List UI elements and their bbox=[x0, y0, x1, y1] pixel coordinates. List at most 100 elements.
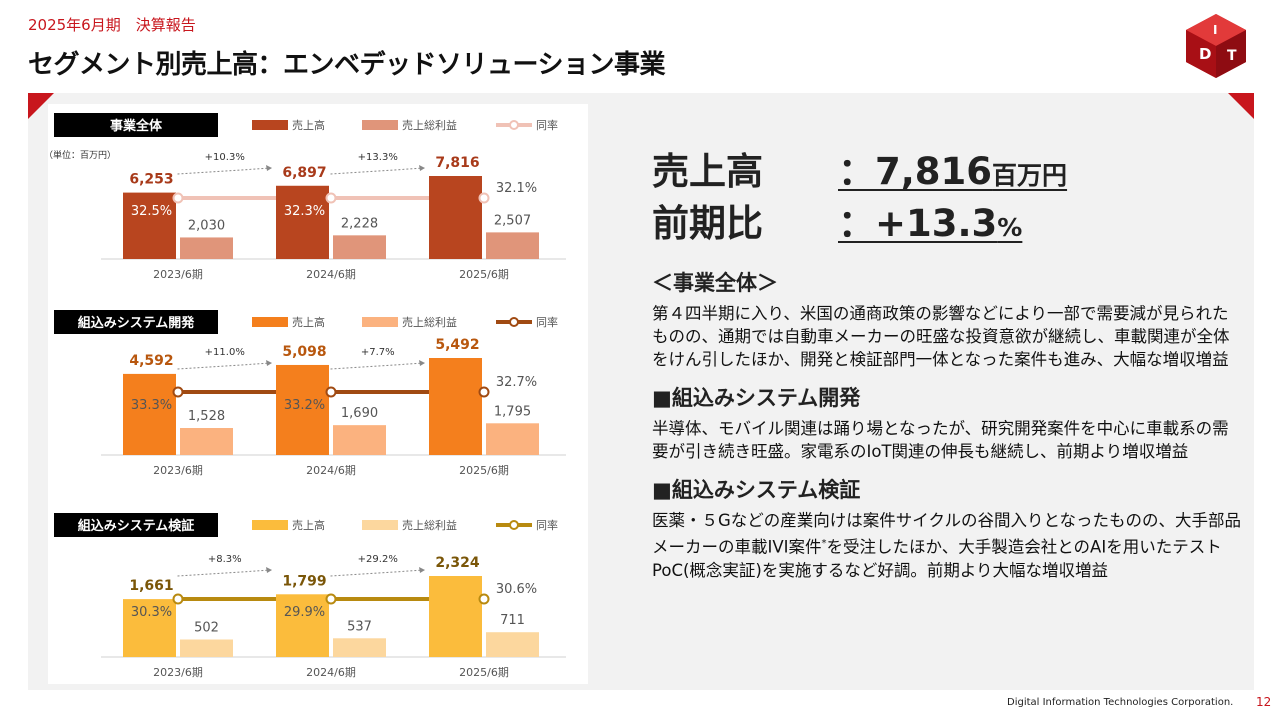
bar-gross-profit bbox=[180, 428, 233, 455]
legend-gross-swatch bbox=[362, 120, 398, 130]
bar-gross-profit bbox=[333, 235, 386, 259]
growth-rate-label: +13.3% bbox=[358, 152, 398, 163]
legend-gross-label: 売上総利益 bbox=[402, 315, 457, 329]
gross-data-label: 1,528 bbox=[188, 409, 225, 424]
section-overall-heading: ＜事業全体＞ bbox=[652, 271, 778, 295]
sales-data-label: 4,592 bbox=[129, 353, 173, 369]
bar-sales bbox=[276, 594, 329, 657]
section-embedded-verify-body-post: を受注したほか、大手製造会社とのAIを用いたテストPoC(概念実証)を実施するな… bbox=[652, 537, 1222, 580]
growth-arrow bbox=[177, 569, 273, 577]
rate-marker bbox=[172, 386, 184, 398]
x-tick-label: 2024/6期 bbox=[306, 268, 356, 281]
sales-data-label: 1,661 bbox=[129, 578, 173, 594]
panel-corner-accent-right bbox=[1228, 93, 1254, 119]
legend-sales-label: 売上高 bbox=[292, 518, 325, 532]
footnote-marker: * bbox=[821, 538, 827, 549]
rate-marker bbox=[325, 192, 337, 204]
yoy-metric: 前期比 ：+13.3% bbox=[652, 200, 1242, 252]
bar-sales bbox=[276, 185, 329, 259]
rate-data-label: 33.3% bbox=[131, 398, 172, 413]
chart-title-box bbox=[54, 113, 218, 137]
sales-metric-label: 売上高 bbox=[652, 150, 763, 193]
bar-gross-profit bbox=[333, 638, 386, 657]
bar-sales bbox=[429, 576, 482, 657]
growth-arrow bbox=[330, 362, 426, 370]
yoy-metric-sep: ： bbox=[838, 202, 875, 245]
growth-arrow-head bbox=[266, 360, 272, 366]
section-embedded-verify: ■組込みシステム検証 医薬・５Gなどの産業向けは案件サイクルの谷間入りとなったも… bbox=[652, 473, 1242, 582]
gross-data-label: 2,507 bbox=[494, 213, 531, 228]
rate-marker bbox=[478, 192, 490, 204]
bar-sales bbox=[123, 373, 176, 455]
x-tick-label: 2025/6期 bbox=[459, 268, 509, 281]
chart-title: 組込みシステム開発 bbox=[78, 315, 196, 331]
bar-sales bbox=[429, 176, 482, 259]
legend-gross-label: 売上総利益 bbox=[402, 118, 457, 132]
chart-title: 組込みシステム検証 bbox=[78, 518, 195, 534]
page-number: 12 bbox=[1256, 695, 1272, 709]
sales-metric-sep: ： bbox=[838, 150, 875, 193]
legend-sales-swatch bbox=[252, 520, 288, 530]
section-embedded-dev-body: 半導体、モバイル関連は踊り場となったが、研究開発案件を中心に車載系の需要が引き続… bbox=[652, 419, 1229, 461]
bar-gross-profit bbox=[333, 425, 386, 455]
legend-rate-label: 同率 bbox=[536, 118, 558, 132]
growth-rate-label: +7.7% bbox=[361, 347, 395, 358]
x-tick-label: 2023/6期 bbox=[153, 464, 203, 477]
rate-data-label: 32.5% bbox=[131, 204, 172, 219]
rate-data-label: 32.3% bbox=[284, 204, 325, 219]
report-subtitle: 2025年6月期 決算報告 bbox=[28, 16, 196, 34]
rate-marker bbox=[325, 386, 337, 398]
footer-company: Digital Information Technologies Corpora… bbox=[1007, 697, 1234, 708]
bar-gross-profit bbox=[486, 423, 539, 455]
rate-data-label: 29.9% bbox=[284, 605, 325, 620]
bar-sales bbox=[123, 599, 176, 657]
growth-arrow-head bbox=[419, 165, 425, 171]
x-tick-label: 2024/6期 bbox=[306, 666, 356, 679]
section-embedded-dev: ■組込みシステム開発 半導体、モバイル関連は踊り場となったが、研究開発案件を中心… bbox=[652, 381, 1242, 463]
growth-rate-label: +8.3% bbox=[208, 554, 242, 565]
sales-data-label: 7,816 bbox=[435, 155, 479, 171]
unit-note: （単位：百万円） bbox=[44, 149, 116, 161]
chart-title-box bbox=[54, 513, 218, 537]
legend-sales-swatch bbox=[252, 120, 288, 130]
legend-rate-label: 同率 bbox=[536, 518, 558, 532]
chart-title-box bbox=[54, 310, 218, 334]
rate-marker bbox=[478, 593, 490, 605]
x-tick-label: 2023/6期 bbox=[153, 666, 203, 679]
segment-charts: 事業全体 売上高 売上総利益 同率（単位：百万円）6,2532,03032.5%202… bbox=[44, 113, 566, 679]
svg-text:D: D bbox=[1199, 45, 1211, 63]
rate-data-label: 30.3% bbox=[131, 605, 172, 620]
legend-gross-label: 売上総利益 bbox=[402, 518, 457, 532]
section-embedded-verify-body: 医薬・５Gなどの産業向けは案件サイクルの谷間入りとなったものの、大手部品メーカー… bbox=[652, 509, 1242, 582]
legend-rate-marker bbox=[509, 120, 519, 130]
sales-data-label: 6,253 bbox=[129, 172, 173, 188]
sales-metric: 売上高 ：7,816百万円 bbox=[652, 148, 1242, 200]
rate-marker bbox=[172, 192, 184, 204]
company-logo: D I T bbox=[1186, 14, 1246, 78]
growth-rate-label: +10.3% bbox=[205, 152, 245, 163]
growth-arrow-head bbox=[266, 567, 272, 573]
yoy-metric-unit: % bbox=[997, 213, 1023, 242]
bar-sales bbox=[123, 192, 176, 259]
sales-data-label: 5,098 bbox=[282, 344, 326, 360]
growth-arrow bbox=[177, 167, 273, 175]
x-tick-label: 2024/6期 bbox=[306, 464, 356, 477]
legend-rate-label: 同率 bbox=[536, 315, 558, 329]
bar-gross-profit bbox=[486, 632, 539, 657]
yoy-metric-label: 前期比 bbox=[652, 202, 763, 245]
x-tick-label: 2025/6期 bbox=[459, 464, 509, 477]
sales-metric-value: 7,816 bbox=[875, 150, 993, 193]
growth-rate-label: +29.2% bbox=[358, 554, 398, 565]
section-overall: ＜事業全体＞ 第４四半期に入り、米国の通商政策の影響などにより一部で需要減が見ら… bbox=[652, 266, 1242, 371]
gross-data-label: 1,690 bbox=[341, 406, 378, 421]
bar-gross-profit bbox=[180, 639, 233, 657]
legend-gross-swatch bbox=[362, 520, 398, 530]
sales-metric-unit: 百万円 bbox=[992, 161, 1068, 190]
bar-sales bbox=[276, 364, 329, 455]
sales-data-label: 5,492 bbox=[435, 337, 479, 353]
legend-sales-label: 売上高 bbox=[292, 118, 325, 132]
page-title: セグメント別売上高：エンベデッドソリューション事業 bbox=[28, 50, 665, 80]
yoy-metric-value: +13.3 bbox=[875, 202, 998, 245]
gross-data-label: 2,030 bbox=[188, 218, 225, 233]
section-embedded-verify-body-pre: 医薬・５Gなどの産業向けは案件サイクルの谷間入りとなったものの、大手部品メーカー… bbox=[652, 511, 1241, 557]
